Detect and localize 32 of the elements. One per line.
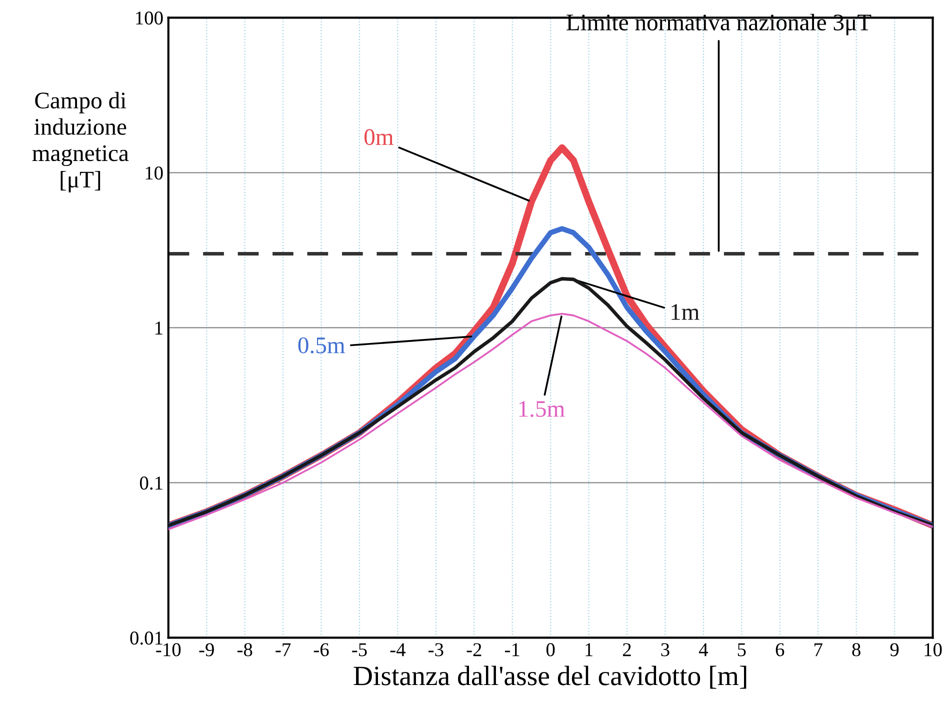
x-tick-label: -7 [276, 643, 291, 656]
x-tick-label: 1 [586, 643, 592, 656]
x-tick-label: -5 [352, 643, 367, 656]
x-tick-label: 9 [890, 643, 899, 656]
text: 0.5m [298, 337, 345, 354]
y-tick-label: 0.1 [140, 476, 162, 490]
y-tick-label: 1 [156, 322, 162, 334]
x-tick-label: 7 [814, 643, 822, 656]
x-tick-label: 2 [623, 643, 631, 656]
x-tick-label: -9 [199, 643, 214, 656]
text: 0m [364, 129, 394, 146]
y-tick-label: 100 [136, 11, 163, 25]
x-tick-label: -8 [237, 643, 252, 656]
x-tick-label: -4 [390, 643, 406, 656]
x-tick-label: -1 [504, 643, 520, 656]
x-tick-label: -3 [428, 643, 444, 656]
text: 1.5m [519, 401, 565, 417]
x-tick-label: 6 [776, 643, 784, 656]
x-tick-label: 10 [924, 643, 942, 656]
x-tick-label: 8 [852, 643, 860, 656]
x-tick-label: 4 [698, 643, 708, 656]
x-tick-label: 5 [738, 643, 746, 656]
x-tick-label: 0 [546, 643, 555, 656]
y-tick-label: 0.01 [130, 632, 162, 645]
x-tick-label: -2 [466, 643, 482, 656]
y-tick-label: 10 [146, 166, 163, 180]
x-axis-title: Distanza dall'asse del cavidotto [m] [354, 666, 746, 689]
series-label: 1m [672, 304, 700, 320]
x-tick-label: 3 [661, 643, 670, 656]
x-tick-label: -10 [156, 643, 181, 656]
x-tick-label: -6 [314, 643, 329, 656]
y-axis-title: Campo di induzione magnetica [μT] [32, 92, 129, 192]
